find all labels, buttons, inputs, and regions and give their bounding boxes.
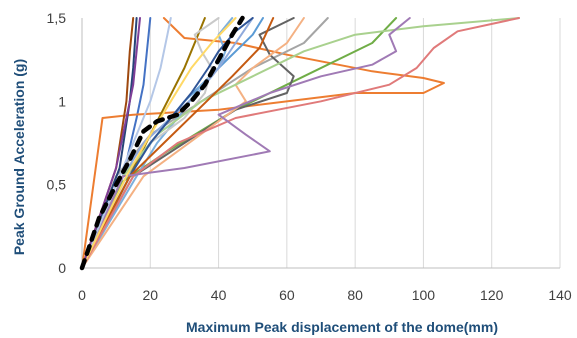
x-tick-label: 80 xyxy=(347,287,363,303)
series-line-2 xyxy=(81,17,445,269)
series-line-11 xyxy=(81,17,305,269)
x-tick-label: 140 xyxy=(548,287,572,303)
y-axis-title: Peak Ground Acceleration (g) xyxy=(11,59,27,255)
y-tick-label: 1,5 xyxy=(47,10,67,26)
series-line-15 xyxy=(81,17,254,269)
grid-lines xyxy=(149,18,561,268)
series-line-18 xyxy=(81,17,411,269)
series-line-20 xyxy=(81,17,237,269)
series-line-21 xyxy=(81,17,141,269)
x-tick-label: 20 xyxy=(142,287,158,303)
x-tick-label: 0 xyxy=(78,287,86,303)
x-tick-label: 100 xyxy=(412,287,436,303)
y-tick-label: 0,5 xyxy=(47,177,67,193)
series-line-10 xyxy=(81,17,234,269)
series-line-14 xyxy=(81,17,520,269)
x-tick-labels: 0 20 40 60 80 100 120 140 xyxy=(78,287,572,303)
y-tick-labels: 0 0,5 1 1,5 xyxy=(47,10,67,276)
y-tick-label: 0 xyxy=(58,260,66,276)
x-tick-label: 40 xyxy=(211,287,227,303)
series-lines xyxy=(79,15,520,271)
series-line-4 xyxy=(81,17,264,269)
axes xyxy=(81,18,560,269)
y-tick-label: 1 xyxy=(58,93,66,109)
series-line-17 xyxy=(81,17,520,269)
series-line-average xyxy=(79,15,245,271)
series-line-6 xyxy=(81,17,138,269)
x-tick-label: 60 xyxy=(279,287,295,303)
x-axis-title: Maximum Peak displacement of the dome(mm… xyxy=(186,319,498,335)
x-tick-label: 120 xyxy=(480,287,504,303)
